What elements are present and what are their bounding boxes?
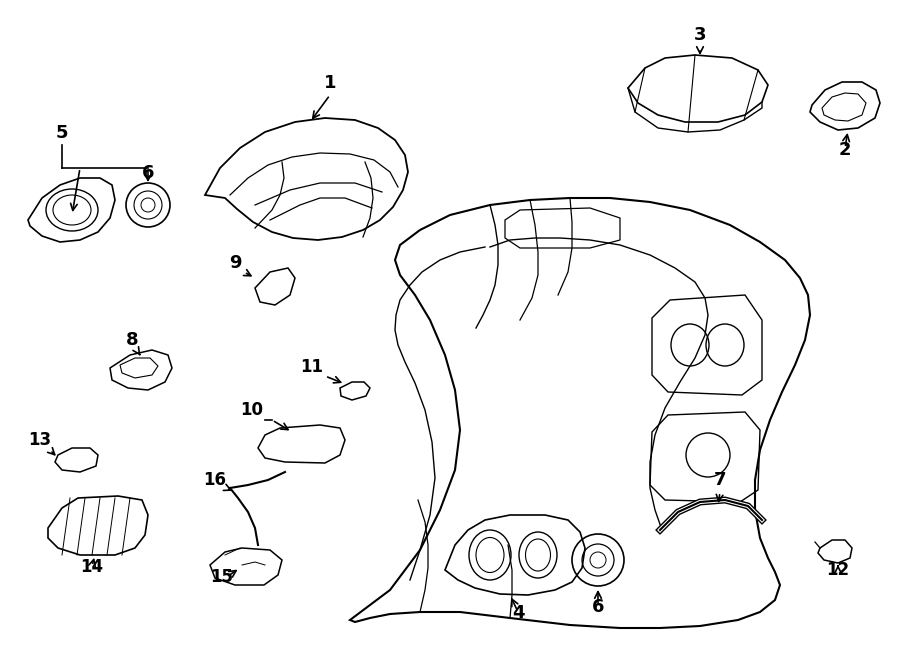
Text: 9: 9 [229, 254, 241, 272]
Text: 4: 4 [512, 604, 524, 622]
Text: 13: 13 [29, 431, 51, 449]
Text: 6: 6 [592, 598, 604, 616]
Text: 7: 7 [714, 471, 726, 489]
Text: 2: 2 [839, 141, 851, 159]
Text: 8: 8 [126, 331, 139, 349]
Text: 14: 14 [80, 558, 104, 576]
Text: 12: 12 [826, 561, 850, 579]
Text: 3: 3 [694, 26, 706, 44]
Text: 11: 11 [301, 358, 323, 376]
Text: 5: 5 [56, 124, 68, 142]
Text: 15: 15 [211, 568, 233, 586]
Text: 6: 6 [142, 164, 154, 182]
Text: 16: 16 [203, 471, 227, 489]
Text: 1: 1 [324, 74, 337, 92]
Text: 10: 10 [240, 401, 264, 419]
